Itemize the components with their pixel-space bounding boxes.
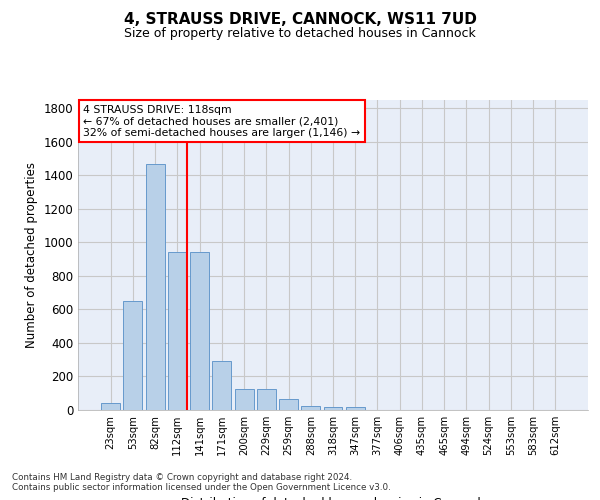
Text: Size of property relative to detached houses in Cannock: Size of property relative to detached ho… bbox=[124, 28, 476, 40]
Text: 4, STRAUSS DRIVE, CANNOCK, WS11 7UD: 4, STRAUSS DRIVE, CANNOCK, WS11 7UD bbox=[124, 12, 476, 28]
Bar bbox=[323, 406, 343, 410]
Bar bbox=[301, 406, 320, 410]
Bar bbox=[190, 252, 209, 410]
Bar bbox=[257, 389, 276, 410]
X-axis label: Distribution of detached houses by size in Cannock: Distribution of detached houses by size … bbox=[181, 497, 485, 500]
Bar bbox=[235, 389, 254, 410]
Bar bbox=[101, 404, 120, 410]
Y-axis label: Number of detached properties: Number of detached properties bbox=[25, 162, 38, 348]
Text: 4 STRAUSS DRIVE: 118sqm
← 67% of detached houses are smaller (2,401)
32% of semi: 4 STRAUSS DRIVE: 118sqm ← 67% of detache… bbox=[83, 104, 360, 138]
Bar bbox=[168, 252, 187, 410]
Bar bbox=[124, 301, 142, 410]
Bar bbox=[146, 164, 164, 410]
Bar bbox=[212, 362, 231, 410]
Text: Contains HM Land Registry data © Crown copyright and database right 2024.
Contai: Contains HM Land Registry data © Crown c… bbox=[12, 473, 391, 492]
Bar bbox=[279, 399, 298, 410]
Bar bbox=[346, 408, 365, 410]
